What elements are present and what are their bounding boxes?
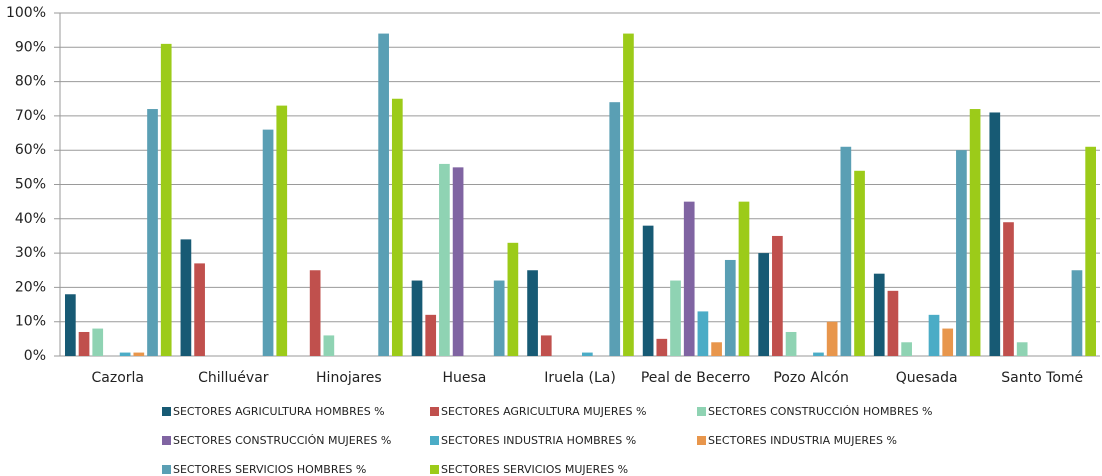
y-tick-label: 50% [15, 177, 46, 193]
y-tick-label: 40% [15, 211, 46, 227]
bar [928, 314, 940, 356]
bar [147, 109, 158, 356]
x-tick-label: Quesada [896, 370, 958, 386]
legend-label: SECTORES INDUSTRIA HOMBRES % [441, 434, 636, 447]
legend-label: SECTORES CONSTRUCCIÓN MUJERES % [173, 434, 391, 447]
bar [262, 129, 274, 356]
x-tick-label: Huesa [442, 370, 486, 386]
legend-swatch [162, 407, 171, 416]
x-tick-label: Cazorla [92, 370, 145, 386]
bar [1071, 270, 1083, 356]
bar [452, 167, 464, 356]
legend-swatch [162, 436, 171, 445]
x-tick-label: Pozo Alcón [773, 370, 848, 386]
bar [391, 98, 403, 356]
bar [1003, 222, 1014, 356]
y-tick-label: 20% [15, 279, 46, 295]
legend-label: SECTORES INDUSTRIA MUJERES % [708, 434, 897, 447]
bar [411, 280, 423, 356]
bar [901, 342, 912, 356]
y-tick-label: 70% [15, 108, 46, 124]
legend-swatch [430, 465, 439, 474]
bar [738, 201, 750, 356]
bar [989, 112, 1001, 356]
legend-label: SECTORES AGRICULTURA MUJERES % [441, 405, 646, 418]
bar [493, 280, 505, 356]
legend-label: SECTORES CONSTRUCCIÓN HOMBRES % [708, 405, 933, 418]
y-tick-label: 60% [15, 142, 46, 158]
x-tick-label: Iruela (La) [544, 370, 616, 386]
bar [507, 242, 519, 356]
y-tick-label: 10% [15, 314, 46, 330]
legend-label: SECTORES AGRICULTURA HOMBRES % [173, 405, 385, 418]
y-tick-label: 90% [15, 39, 46, 55]
bar [942, 328, 954, 356]
bar [772, 235, 783, 356]
bar [92, 328, 104, 356]
bar [194, 263, 205, 356]
bar [813, 352, 824, 356]
bar [1085, 146, 1096, 356]
bar [697, 311, 709, 356]
y-tick-label: 30% [15, 245, 46, 261]
bar [65, 294, 76, 356]
x-tick-label: Santo Tomé [1001, 370, 1083, 386]
legend-label: SECTORES SERVICIOS HOMBRES % [173, 463, 366, 476]
bar [724, 259, 736, 356]
bar [956, 150, 967, 356]
bar [323, 335, 335, 356]
x-tick-label: Chilluévar [198, 370, 269, 386]
y-tick-label: 80% [15, 74, 46, 90]
bar [540, 335, 552, 356]
bar [711, 342, 722, 356]
legend-swatch [697, 407, 706, 416]
bar [276, 105, 288, 356]
bar [656, 338, 668, 356]
bar [527, 270, 538, 356]
bar [1016, 342, 1028, 356]
x-tick-label: Hinojares [316, 370, 382, 386]
bar [887, 290, 899, 356]
bar [309, 270, 321, 356]
legend-swatch [430, 436, 439, 445]
bar [785, 331, 797, 356]
bar [826, 321, 838, 356]
bar [180, 239, 192, 356]
bar [623, 33, 634, 356]
legend-swatch [162, 465, 171, 474]
y-tick-label: 0% [24, 348, 46, 364]
bar [378, 33, 389, 356]
bar [854, 170, 865, 356]
bar [160, 43, 172, 357]
bar [78, 331, 90, 356]
bar [425, 314, 437, 356]
y-tick-label: 100% [6, 5, 46, 21]
legend-swatch [430, 407, 439, 416]
legend-label: SECTORES SERVICIOS MUJERES % [441, 463, 628, 476]
bar [873, 273, 885, 356]
legend-swatch [697, 436, 706, 445]
bar [582, 352, 593, 356]
bar [670, 280, 681, 356]
bar [439, 163, 450, 356]
bar [119, 352, 131, 356]
bar [642, 225, 654, 356]
x-tick-label: Peal de Becerro [641, 370, 750, 386]
bar [840, 146, 852, 356]
bar [758, 253, 770, 356]
bar [133, 352, 145, 356]
bar [969, 109, 981, 356]
bar [683, 201, 695, 356]
bar [609, 102, 621, 357]
